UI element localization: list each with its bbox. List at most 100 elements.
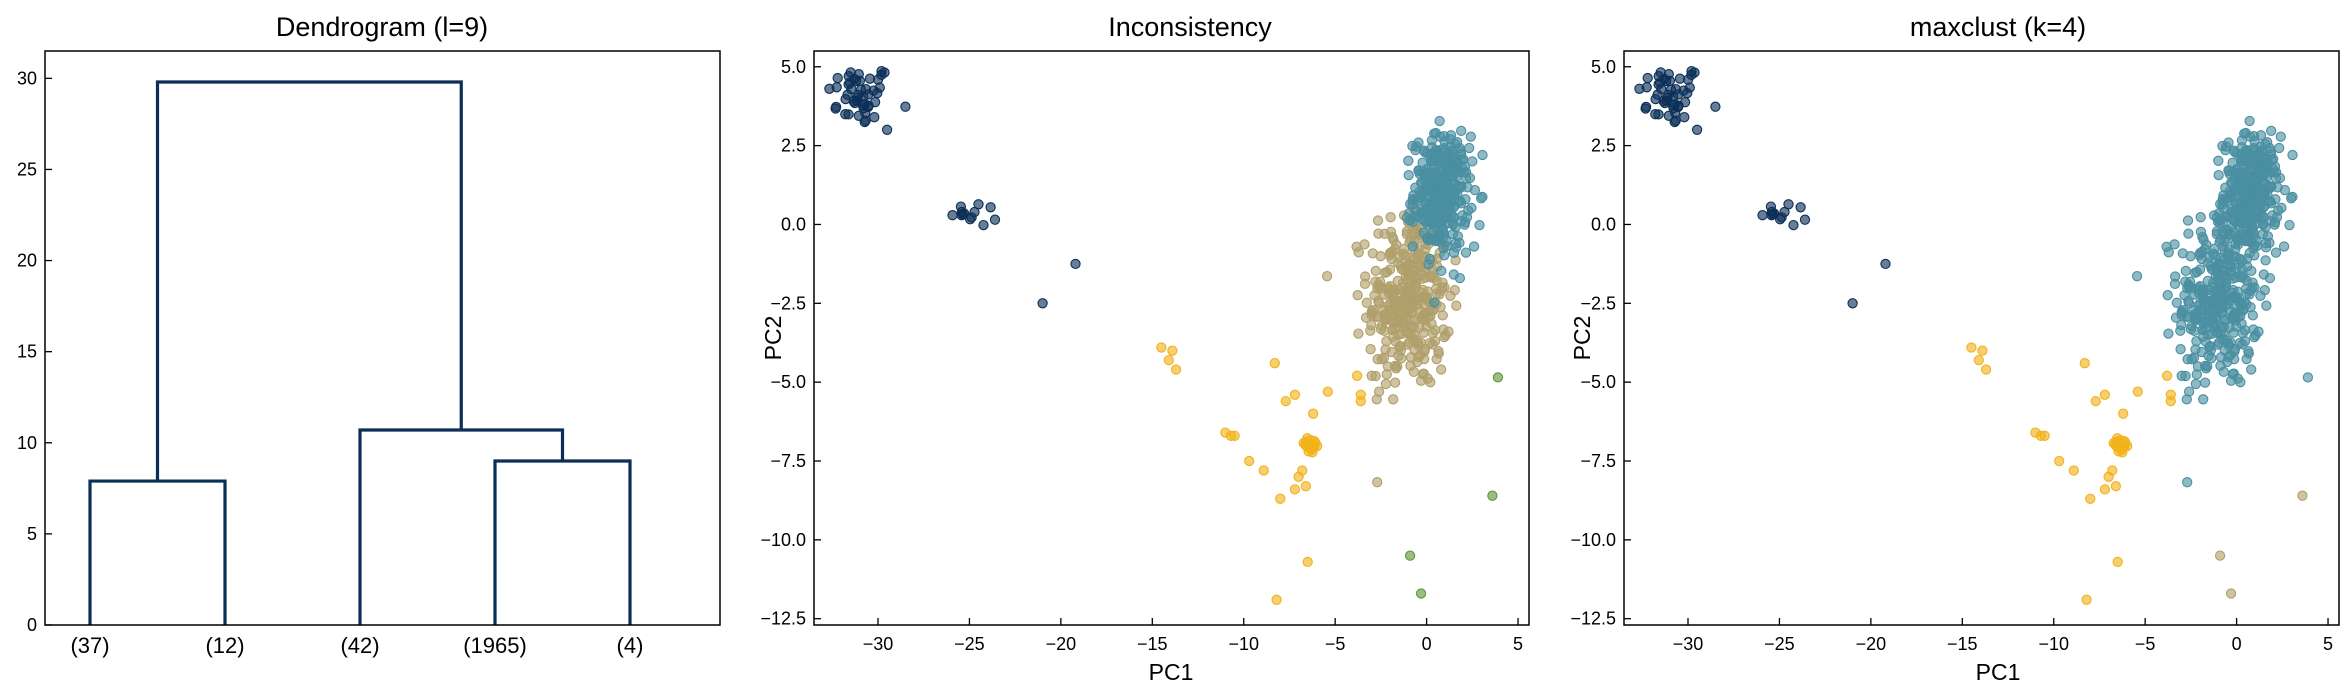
plot-frame bbox=[813, 50, 1530, 626]
data-point bbox=[1360, 312, 1372, 323]
data-point bbox=[1710, 101, 1721, 112]
y-tick-label: −7.5 bbox=[770, 451, 806, 471]
data-point bbox=[1445, 290, 1456, 301]
data-point bbox=[2276, 202, 2287, 214]
data-point bbox=[1474, 219, 1485, 231]
data-point bbox=[2261, 171, 2272, 182]
data-point bbox=[2244, 149, 2255, 160]
data-point bbox=[1437, 310, 1448, 321]
data-point bbox=[2236, 318, 2247, 329]
y-tick-label: −7.5 bbox=[1580, 451, 1616, 471]
data-point bbox=[2224, 322, 2235, 333]
dendrogram-link bbox=[358, 428, 565, 625]
data-point bbox=[2108, 437, 2119, 449]
data-point bbox=[1415, 266, 1427, 277]
data-point bbox=[1271, 594, 1282, 605]
data-point bbox=[1434, 115, 1445, 127]
data-point bbox=[1369, 290, 1380, 301]
y-tick-label: 0 bbox=[27, 615, 37, 635]
data-point bbox=[2190, 315, 2201, 326]
y-tick-label: 2.5 bbox=[781, 136, 806, 156]
y-tick-label: 15 bbox=[17, 342, 37, 362]
x-tick-label: −25 bbox=[954, 634, 985, 654]
data-point bbox=[2244, 289, 2255, 300]
data-point bbox=[1799, 214, 1811, 225]
data-point bbox=[1429, 128, 1440, 139]
data-point bbox=[1404, 550, 1416, 561]
data-point bbox=[2246, 364, 2257, 375]
data-point bbox=[2274, 142, 2285, 154]
data-point bbox=[840, 93, 851, 105]
data-point bbox=[2162, 290, 2173, 301]
x-tick-label: −20 bbox=[1046, 634, 1077, 654]
data-point bbox=[1662, 92, 1673, 103]
x-tick-label: 5 bbox=[2323, 634, 2333, 654]
data-point bbox=[2163, 328, 2174, 339]
data-point bbox=[2260, 138, 2271, 150]
data-point bbox=[1289, 389, 1301, 400]
data-point bbox=[2120, 437, 2131, 449]
data-point bbox=[1163, 354, 1174, 366]
data-point bbox=[2090, 395, 2101, 407]
data-point bbox=[2270, 167, 2282, 178]
data-point bbox=[1373, 386, 1385, 397]
data-point bbox=[2163, 247, 2174, 258]
data-point bbox=[872, 87, 883, 99]
data-point bbox=[2112, 556, 2123, 568]
data-point bbox=[2199, 377, 2211, 388]
data-point bbox=[2198, 394, 2209, 405]
data-point bbox=[1372, 477, 1383, 488]
data-point bbox=[1355, 395, 1366, 407]
data-point bbox=[1450, 238, 1462, 249]
data-point bbox=[2220, 182, 2231, 193]
data-point bbox=[2238, 206, 2249, 218]
data-point bbox=[2227, 157, 2238, 168]
data-point bbox=[2165, 395, 2176, 407]
data-point bbox=[1670, 115, 1681, 126]
data-point bbox=[2246, 221, 2257, 232]
data-point bbox=[2176, 370, 2187, 381]
data-point bbox=[1426, 318, 1437, 329]
data-point bbox=[1436, 221, 1447, 232]
data-point bbox=[1379, 228, 1390, 240]
data-point bbox=[2250, 172, 2262, 183]
data-point bbox=[2202, 361, 2213, 372]
y-tick-label: −10.0 bbox=[760, 530, 806, 550]
data-point bbox=[1366, 306, 1377, 317]
data-point bbox=[2266, 125, 2277, 137]
data-point bbox=[2255, 290, 2266, 301]
data-point bbox=[1410, 292, 1421, 303]
data-point bbox=[1880, 258, 1891, 270]
leaf-label: (1965) bbox=[463, 633, 527, 658]
data-point bbox=[900, 101, 911, 112]
y-tick-label: −5.0 bbox=[1580, 372, 1616, 392]
data-point bbox=[1156, 342, 1167, 353]
data-point bbox=[2286, 193, 2297, 204]
data-point bbox=[2195, 226, 2207, 238]
data-point bbox=[1663, 69, 1674, 80]
data-point bbox=[2214, 281, 2225, 293]
data-point bbox=[1308, 408, 1319, 419]
data-point bbox=[2251, 236, 2262, 247]
data-point bbox=[985, 202, 996, 213]
data-point bbox=[1310, 437, 1321, 449]
data-point bbox=[1269, 358, 1280, 369]
data-point bbox=[1365, 325, 1376, 336]
data-point bbox=[2132, 386, 2143, 397]
data-point bbox=[1365, 344, 1376, 355]
data-point bbox=[2244, 115, 2255, 127]
data-point bbox=[2232, 232, 2244, 243]
data-point bbox=[2099, 484, 2111, 495]
data-point bbox=[1691, 124, 1703, 135]
data-point bbox=[2204, 252, 2215, 263]
data-point bbox=[2263, 180, 2275, 192]
data-point bbox=[1642, 72, 1653, 84]
data-point bbox=[2213, 169, 2224, 181]
data-point bbox=[1469, 184, 1481, 196]
data-point bbox=[2182, 215, 2194, 226]
data-point bbox=[1387, 324, 1398, 336]
data-point bbox=[1300, 481, 1312, 492]
data-point bbox=[1451, 171, 1462, 182]
y-tick-label: −10.0 bbox=[1570, 530, 1616, 550]
